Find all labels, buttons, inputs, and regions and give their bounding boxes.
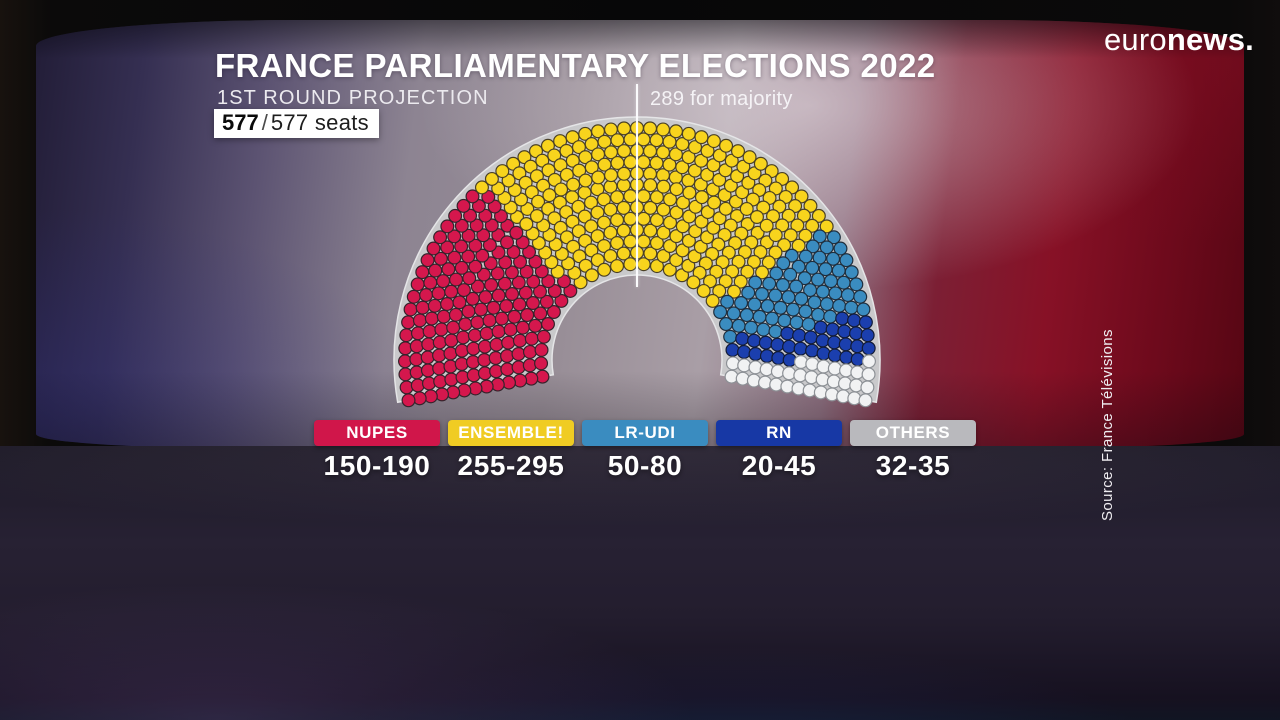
euronews-logo-news: news. [1166,22,1254,57]
euronews-logo: euronews. [1104,22,1254,58]
page-subtitle: 1ST ROUND PROJECTION [217,87,489,109]
legend-item-lr-udi: LR-UDI 50-80 [582,420,708,482]
legend-range-lr-udi: 50-80 [607,450,683,481]
legend-badge-lr-udi: LR-UDI [582,420,708,446]
legend-item-others: OTHERS 32-35 [850,420,976,482]
legend-badge-nupes: NUPES [314,420,440,446]
majority-threshold-line [636,84,638,287]
legend-range-rn: 20-45 [741,450,817,481]
legend-item-nupes: NUPES 150-190 [314,420,440,482]
hemicycle-chart [393,116,881,408]
source-credit: Source: France Télévisions [1099,329,1116,521]
seats-total: 577 seats [270,110,369,135]
legend-item-ensemble: ENSEMBLE! 255-295 [448,420,574,482]
legend-range-others: 32-35 [875,450,951,481]
seat-counter-badge: 577/577 seats [214,109,379,138]
page-title: FRANCE PARLIAMENTARY ELECTIONS 2022 [215,47,936,84]
legend-range-ensemble: 255-295 [457,450,565,481]
seats-slash: / [261,110,268,135]
studio-floor [0,446,1280,720]
euronews-logo-euro: euro [1103,22,1167,57]
legend: NUPES 150-190 ENSEMBLE! 255-295 LR-UDI 5… [314,420,976,482]
legend-badge-rn: RN [716,420,842,446]
legend-badge-others: OTHERS [850,420,976,446]
legend-item-rn: RN 20-45 [716,420,842,482]
legend-range-nupes: 150-190 [323,450,431,481]
legend-badge-ensemble: ENSEMBLE! [448,420,574,446]
majority-threshold-label: 289 for majority [650,88,793,110]
seats-filled: 577 [222,110,259,135]
